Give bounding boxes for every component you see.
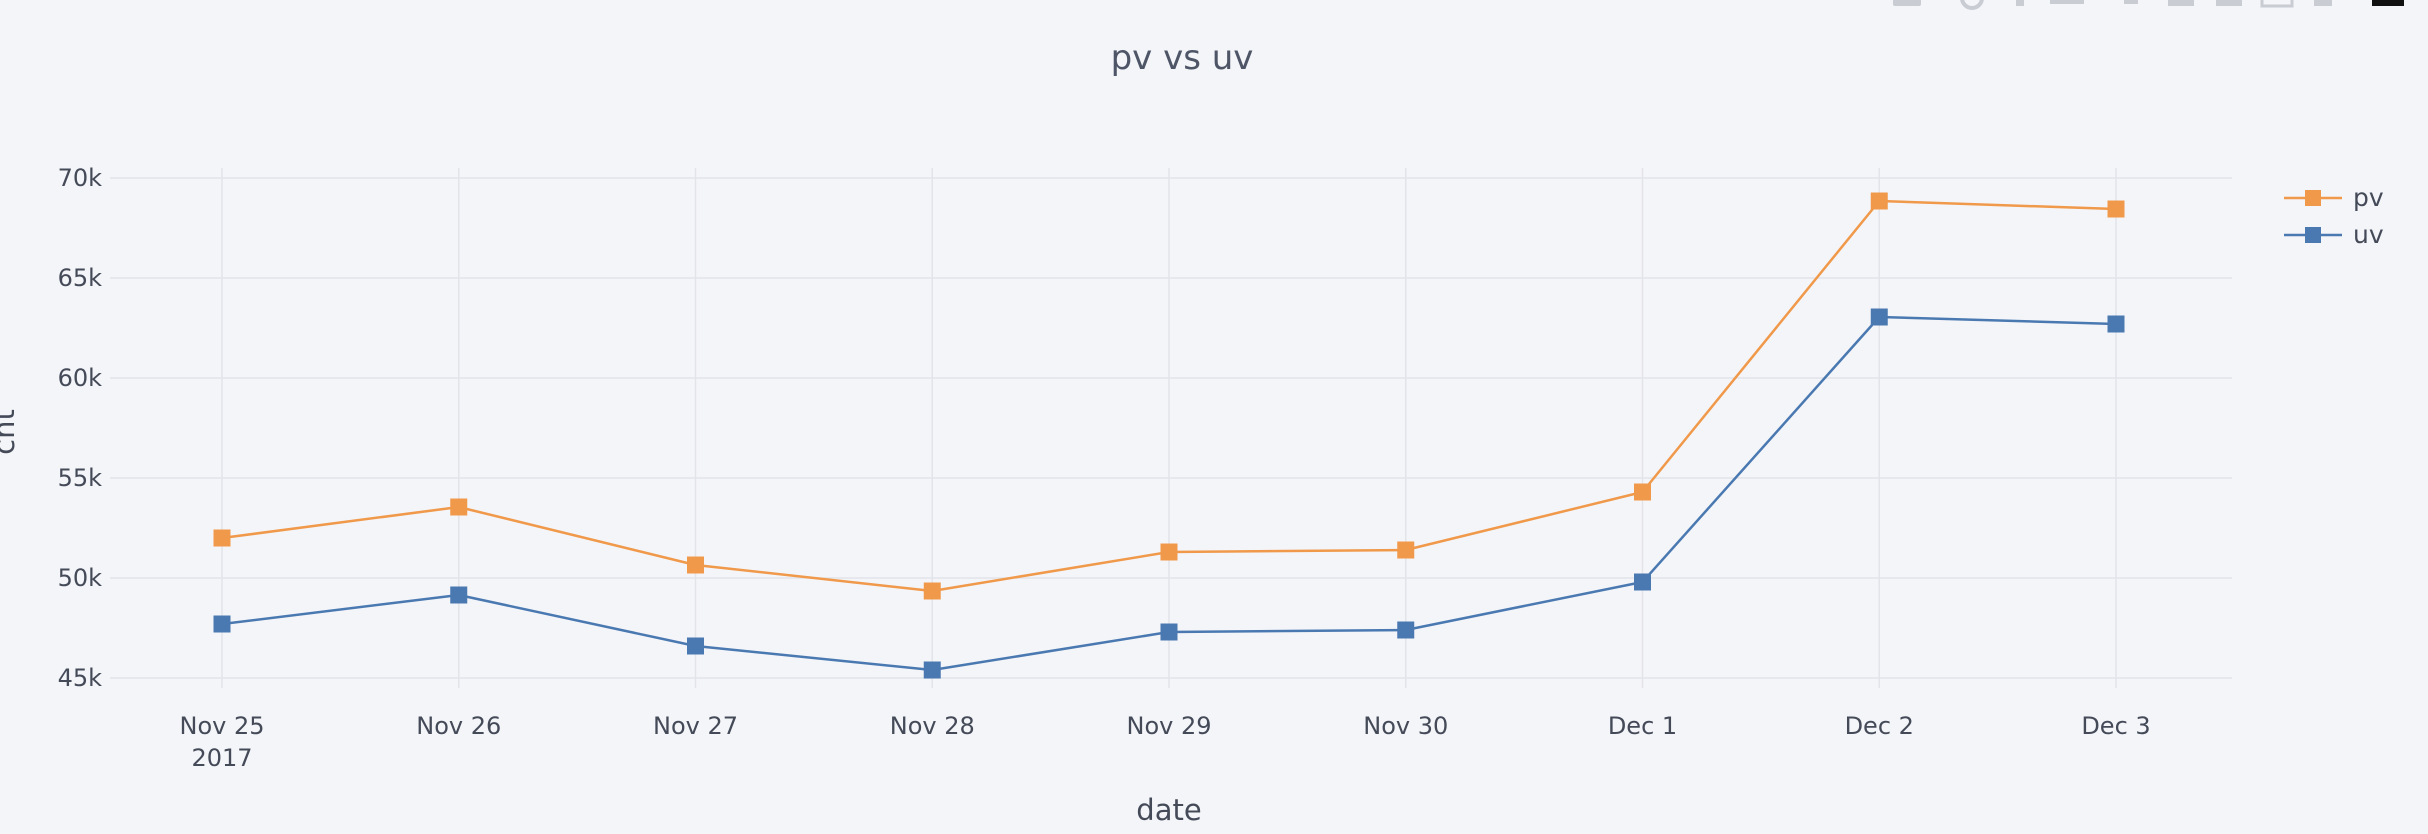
data-point-uv[interactable] <box>450 586 468 604</box>
lasso-icon[interactable] <box>2124 0 2138 4</box>
reset-axes-icon[interactable] <box>2314 0 2332 6</box>
legend-marker-uv <box>2305 227 2321 243</box>
chart-title: pv vs uv <box>1111 38 1254 78</box>
series-uv <box>213 308 2125 679</box>
data-point-uv[interactable] <box>687 637 704 655</box>
series-pv <box>213 192 2125 600</box>
x-tick-label: Nov 26 <box>416 712 501 740</box>
data-point-uv[interactable] <box>1397 621 1415 639</box>
x-tick-label: Dec 1 <box>1608 712 1677 740</box>
y-tick-label: 50k <box>58 564 103 592</box>
data-point-pv[interactable] <box>923 582 941 600</box>
zoom-in-icon[interactable] <box>2168 0 2194 6</box>
zoom-out-icon[interactable] <box>2216 0 2242 6</box>
legend[interactable]: pv uv <box>2284 183 2384 249</box>
series-lines <box>213 192 2125 679</box>
data-point-pv[interactable] <box>1870 192 1888 210</box>
data-point-pv[interactable] <box>1160 543 1178 561</box>
y-tick-label: 55k <box>58 464 103 492</box>
legend-item-pv[interactable]: pv <box>2284 183 2384 212</box>
x-tick-label: Nov 25 <box>179 712 264 740</box>
x-tick-label: Nov 29 <box>1126 712 1211 740</box>
x-tick-label: Nov 30 <box>1363 712 1448 740</box>
grid-lines <box>110 168 2232 688</box>
data-point-pv[interactable] <box>213 529 231 547</box>
data-point-pv[interactable] <box>1397 541 1415 559</box>
zoom-icon[interactable] <box>1960 0 1984 10</box>
data-point-pv[interactable] <box>1634 483 1651 501</box>
x-axis-tick-labels: Nov 25 Nov 26 Nov 27 Nov 28 Nov 29 Nov 30 Dec … <box>179 712 2150 772</box>
camera-icon[interactable] <box>1893 0 1921 6</box>
data-point-pv[interactable] <box>2107 200 2125 218</box>
autoscale-icon[interactable] <box>2260 0 2294 8</box>
y-tick-label: 65k <box>58 264 103 292</box>
modebar[interactable] <box>1893 0 2404 10</box>
y-axis-tick-labels: 45k 50k 55k 60k 65k 70k <box>58 164 103 692</box>
y-tick-label: 70k <box>58 164 103 192</box>
y-tick-label: 60k <box>58 364 103 392</box>
x-tick-year-label: 2017 <box>191 744 252 772</box>
box-select-icon[interactable] <box>2050 0 2084 4</box>
data-point-uv[interactable] <box>2107 315 2125 333</box>
pan-icon[interactable] <box>2016 0 2024 6</box>
data-point-uv[interactable] <box>1870 308 1888 326</box>
x-axis-title: date <box>1136 793 1201 827</box>
legend-label-pv: pv <box>2353 183 2384 212</box>
y-tick-label: 45k <box>58 664 103 692</box>
data-point-uv[interactable] <box>923 661 941 679</box>
data-point-pv[interactable] <box>450 498 468 516</box>
plotly-logo-icon[interactable] <box>2372 0 2404 6</box>
legend-item-uv[interactable]: uv <box>2284 220 2384 249</box>
x-tick-label: Nov 28 <box>890 712 975 740</box>
data-point-uv[interactable] <box>213 615 231 633</box>
data-point-uv[interactable] <box>1634 573 1651 591</box>
x-tick-label: Nov 27 <box>653 712 738 740</box>
legend-marker-pv <box>2305 190 2321 206</box>
x-tick-label: Dec 3 <box>2081 712 2150 740</box>
y-axis-title: cnt <box>0 409 21 455</box>
data-point-pv[interactable] <box>687 556 704 574</box>
legend-label-uv: uv <box>2353 220 2384 249</box>
x-tick-label: Dec 2 <box>1845 712 1914 740</box>
data-point-uv[interactable] <box>1160 623 1178 641</box>
